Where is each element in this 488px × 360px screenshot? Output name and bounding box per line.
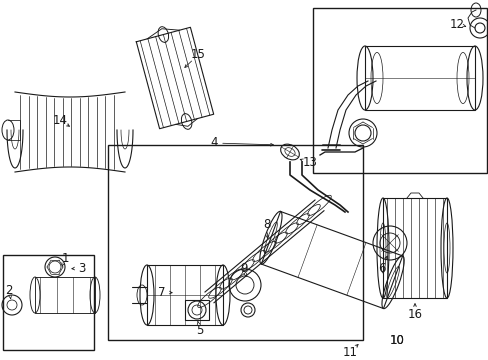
Text: 3: 3	[78, 261, 85, 274]
Text: 10: 10	[389, 333, 404, 346]
Bar	[364, 46, 474, 110]
Text: 8: 8	[263, 217, 270, 230]
Bar	[35, 277, 95, 313]
Text: 6: 6	[378, 261, 385, 274]
Text: 13: 13	[302, 157, 317, 170]
Text: 5: 5	[196, 324, 203, 337]
Text: 1: 1	[61, 252, 69, 265]
Text: 12: 12	[448, 18, 464, 31]
Bar	[312, 8, 486, 173]
Text: 15: 15	[190, 49, 205, 62]
Text: 7: 7	[158, 285, 165, 298]
Bar	[147, 265, 223, 325]
Text: 2: 2	[5, 284, 13, 297]
Text: 16: 16	[407, 309, 422, 321]
Text: 4: 4	[210, 136, 217, 149]
Bar	[184, 300, 208, 320]
Bar	[108, 145, 362, 340]
Text: 11: 11	[342, 346, 357, 359]
Text: 14: 14	[52, 113, 67, 126]
Text: 10: 10	[389, 333, 404, 346]
Bar	[3, 255, 94, 350]
Text: 9: 9	[240, 261, 247, 274]
Bar	[382, 198, 446, 298]
